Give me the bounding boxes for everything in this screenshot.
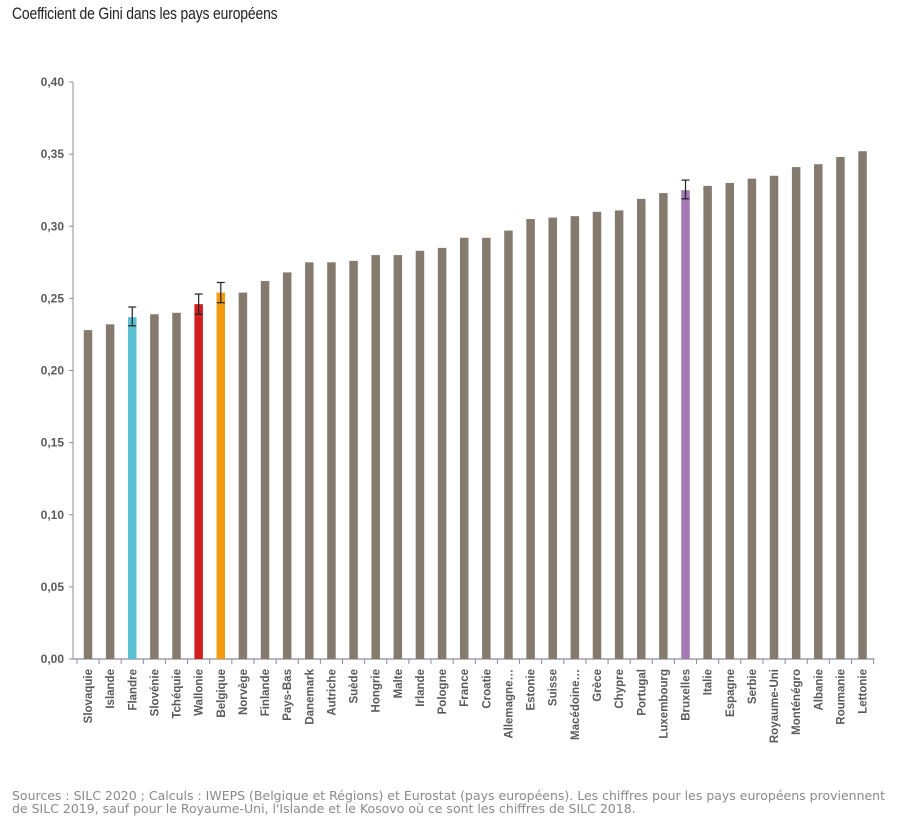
y-tick-label: 0,05 bbox=[41, 580, 65, 594]
chart-area: 0,00 0,05 0,10 0,15 0,20 0,25 0,30 0,35 0,40 Slov… bbox=[0, 60, 913, 760]
x-tick-label: Wallonie bbox=[194, 669, 206, 716]
y-tick-label: 0,30 bbox=[41, 219, 65, 233]
x-tick-label: Serbie bbox=[747, 669, 759, 704]
x-tick-label: Suisse bbox=[548, 669, 560, 706]
bar-Suisse bbox=[548, 217, 557, 659]
x-tick-label: Bruxelles bbox=[681, 669, 693, 721]
bar-Luxembourg bbox=[659, 193, 668, 659]
bar-Islande bbox=[105, 324, 115, 659]
x-tick-label: Flandre bbox=[127, 669, 139, 711]
x-tick-label: Islande bbox=[105, 669, 117, 709]
x-tick-label: Croatie bbox=[481, 669, 493, 709]
y-tick-label: 0,25 bbox=[41, 291, 65, 305]
bar-Suède bbox=[349, 260, 358, 659]
bar-Croatie bbox=[482, 237, 491, 660]
x-tick-label: Irlande bbox=[415, 669, 427, 707]
bar-Monténégro bbox=[791, 167, 801, 660]
bar-Pologne bbox=[437, 247, 447, 659]
x-tick-label: Allemagne… bbox=[503, 669, 515, 739]
bar-Lettonie bbox=[858, 151, 867, 659]
y-tick-label: 0,10 bbox=[41, 508, 65, 522]
bar-Autriche bbox=[327, 262, 336, 659]
x-tick-label: Danemark bbox=[304, 668, 316, 724]
bar-Irlande bbox=[415, 250, 425, 659]
x-tick-label: Pologne bbox=[437, 669, 449, 714]
bar-Serbie bbox=[747, 178, 757, 659]
x-tick-label: Portugal bbox=[636, 669, 648, 716]
x-tick-label: Chypre bbox=[614, 669, 626, 709]
bar-Bruxelles bbox=[681, 190, 690, 659]
x-tick-label: Macédoine… bbox=[570, 669, 582, 740]
x-tick-label: Suède bbox=[349, 669, 361, 704]
source-note: Sources : SILC 2020 ; Calculs : IWEPS (B… bbox=[12, 788, 886, 816]
bar-Portugal bbox=[637, 198, 646, 659]
x-tick-label: Autriche bbox=[326, 669, 338, 716]
bar-Grèce bbox=[592, 211, 602, 659]
bar-Pays-Bas bbox=[282, 272, 292, 659]
bar-Espagne bbox=[725, 182, 735, 659]
chart-title: Coefficient de Gini dans les pays europé… bbox=[12, 4, 278, 23]
y-tick-label: 0,35 bbox=[41, 147, 65, 161]
x-tick-label: Estonie bbox=[526, 669, 538, 711]
y-tick-label: 0,20 bbox=[41, 364, 65, 378]
x-tick-label: Espagne bbox=[725, 669, 737, 717]
bar-Belgique bbox=[216, 292, 226, 659]
x-tick-label: Finlande bbox=[260, 669, 272, 716]
x-tick-label: Belgique bbox=[216, 669, 228, 718]
x-tick-label: Lettonie bbox=[858, 669, 870, 714]
x-tick-label: Tchéquie bbox=[172, 669, 184, 719]
bar-Hongrie bbox=[371, 255, 380, 659]
bar-Norvège bbox=[238, 292, 248, 659]
bar-Estonie bbox=[526, 219, 535, 659]
y-tick-label: 0,00 bbox=[41, 652, 65, 666]
bar-Finlande bbox=[260, 281, 270, 659]
bar-Macédoine… bbox=[570, 216, 580, 659]
bar-Wallonie bbox=[194, 304, 203, 659]
x-tick-label: Norvège bbox=[238, 669, 250, 715]
x-tick-label: Grèce bbox=[592, 669, 604, 702]
bar-Allemagne… bbox=[504, 230, 513, 659]
x-tick-label: Hongrie bbox=[371, 669, 383, 712]
y-tick-label: 0,15 bbox=[41, 436, 65, 450]
x-tick-label: Albanie bbox=[813, 669, 825, 711]
bar-Royaume-Uni bbox=[769, 175, 779, 659]
x-tick-label: France bbox=[459, 669, 471, 707]
bar-France bbox=[459, 237, 469, 660]
x-tick-label: Royaume-Uni bbox=[769, 669, 781, 743]
bar-Chypre bbox=[614, 210, 624, 659]
bar-Flandre bbox=[128, 317, 137, 659]
x-tick-label: Pays-Bas bbox=[282, 669, 294, 721]
x-tick-label: Slovaquie bbox=[83, 669, 95, 723]
bar-Roumanie bbox=[836, 157, 845, 659]
bar-Slovaquie bbox=[83, 330, 93, 659]
bar-Italie bbox=[703, 185, 712, 660]
x-tick-label: Luxembourg bbox=[658, 669, 670, 739]
gini-bar-chart: 0,00 0,05 0,10 0,15 0,20 0,25 0,30 0,35 0,40 Slov… bbox=[41, 75, 875, 743]
x-tick-label: Malte bbox=[393, 669, 405, 698]
bar-Danemark bbox=[305, 262, 314, 659]
x-tick-label: Italie bbox=[703, 669, 715, 695]
x-tick-label: Slovénie bbox=[149, 669, 161, 716]
bar-Tchéquie bbox=[172, 312, 181, 659]
x-tick-label: Roumanie bbox=[835, 669, 847, 725]
bar-Albanie bbox=[814, 164, 823, 659]
y-tick-label: 0,40 bbox=[41, 75, 65, 89]
bar-Malte bbox=[393, 255, 403, 659]
x-tick-label: Monténégro bbox=[791, 669, 803, 735]
bar-Slovénie bbox=[150, 314, 159, 659]
